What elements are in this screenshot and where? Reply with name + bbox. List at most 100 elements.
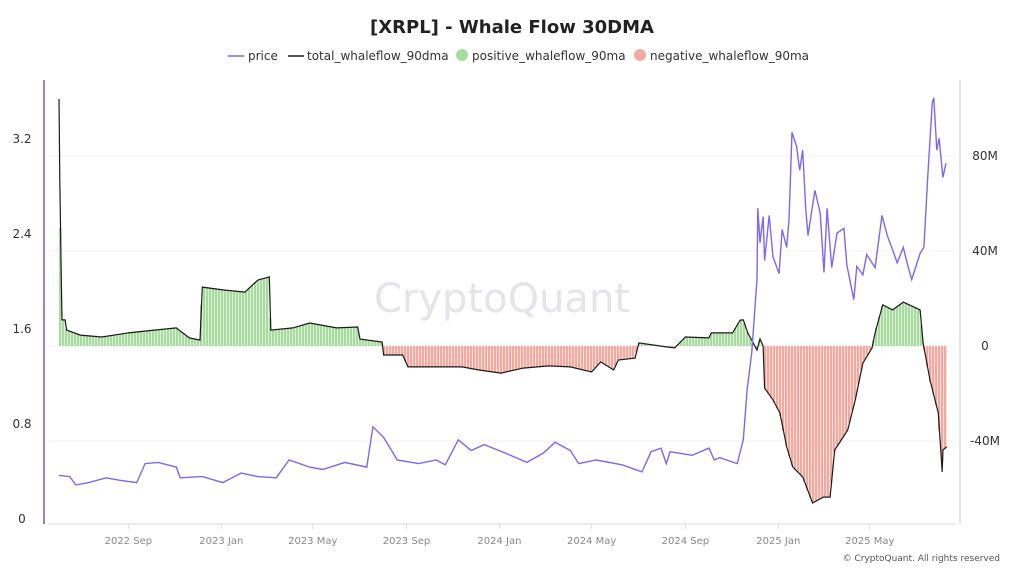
negative-whaleflow-bar: [800, 346, 802, 476]
positive-whaleflow-bar: [917, 309, 919, 346]
positive-whaleflow-bar: [110, 335, 112, 346]
positive-whaleflow-bar: [740, 320, 742, 346]
positive-whaleflow-bar: [344, 328, 346, 346]
legend-item-total[interactable]: total_whaleflow_90dma: [288, 49, 449, 63]
x-tick-label: 2024 Sep: [662, 536, 709, 547]
negative-whaleflow-bar: [488, 346, 490, 371]
negative-whaleflow-bar: [485, 346, 487, 371]
negative-whaleflow-bar: [833, 346, 835, 452]
positive-whaleflow-bar: [284, 329, 286, 346]
legend-label-price: price: [248, 49, 278, 63]
right-tick-label: 0: [981, 339, 989, 353]
positive-whaleflow-bar: [884, 306, 886, 346]
positive-whaleflow-bar: [332, 327, 334, 346]
positive-whaleflow-bar: [170, 328, 172, 346]
negative-whaleflow-bar: [827, 346, 829, 497]
negative-whaleflow-bar: [599, 346, 601, 362]
positive-whaleflow-bar: [122, 334, 124, 346]
negative-whaleflow-bar: [389, 346, 391, 355]
negative-whaleflow-bar: [419, 346, 421, 367]
negative-whaleflow-bar: [815, 346, 817, 501]
legend-item-positive[interactable]: positive_whaleflow_90ma: [456, 49, 626, 63]
legend-label-total: total_whaleflow_90dma: [307, 49, 449, 63]
negative-whaleflow-bar: [581, 346, 583, 370]
negative-whaleflow-bar: [440, 346, 442, 367]
negative-whaleflow-bar: [464, 346, 466, 368]
negative-whaleflow-bar: [509, 346, 511, 371]
right-tick-label: 80M: [972, 149, 998, 163]
negative-whaleflow-bar: [821, 346, 823, 497]
positive-whaleflow-bar: [350, 327, 352, 346]
positive-whaleflow-bar: [128, 333, 130, 346]
legend-item-price[interactable]: price: [228, 49, 278, 63]
negative-whaleflow-bar: [458, 346, 460, 367]
positive-whaleflow-bar: [107, 336, 109, 346]
positive-whaleflow-bar: [254, 282, 256, 346]
negative-whaleflow-bar: [629, 346, 631, 359]
negative-whaleflow-bar: [416, 346, 418, 367]
negative-whaleflow-bar: [476, 346, 478, 370]
positive-whaleflow-bar: [296, 327, 298, 346]
negative-whaleflow-bar: [854, 346, 856, 399]
negative-whaleflow-bar: [545, 346, 547, 366]
positive-whaleflow-bar: [161, 329, 163, 346]
positive-whaleflow-bar: [257, 280, 259, 346]
negative-whaleflow-bar: [434, 346, 436, 367]
positive-whaleflow-bar: [695, 337, 697, 346]
positive-whaleflow-bar: [722, 333, 724, 346]
x-tick-label: 2023 Jan: [199, 536, 243, 547]
negative-whaleflow-bar: [935, 346, 937, 406]
negative-whaleflow-bar: [845, 346, 847, 432]
negative-whaleflow-bar: [779, 346, 781, 416]
positive-whaleflow-bar: [194, 339, 196, 346]
positive-whaleflow-bar: [83, 335, 85, 346]
legend-item-negative[interactable]: negative_whaleflow_90ma: [634, 49, 809, 63]
positive-whaleflow-bar: [251, 285, 253, 346]
negative-whaleflow-bar: [536, 346, 538, 367]
positive-whaleflow-bar: [134, 332, 136, 346]
negative-whaleflow-bar: [500, 346, 502, 373]
positive-whaleflow-bar: [188, 338, 190, 346]
positive-whaleflow-bar: [164, 329, 166, 346]
negative-whaleflow-bar: [620, 346, 622, 360]
negative-whaleflow-bar: [611, 346, 613, 369]
positive-whaleflow-bar: [245, 291, 247, 346]
chart-title: [XRPL] - Whale Flow 30DMA: [370, 17, 654, 38]
negative-whaleflow-bar: [452, 346, 454, 367]
negative-whaleflow-bar: [392, 346, 394, 355]
positive-whaleflow-bar: [62, 320, 64, 346]
positive-whaleflow-bar: [341, 328, 343, 346]
positive-whaleflow-bar: [887, 308, 889, 346]
positive-whaleflow-bar: [713, 333, 715, 346]
positive-whaleflow-bar: [299, 326, 301, 346]
positive-whaleflow-bar: [368, 340, 370, 346]
negative-whaleflow-bar: [584, 346, 586, 370]
positive-whaleflow-bar: [227, 290, 229, 346]
negative-whaleflow-bar: [806, 346, 808, 489]
positive-whaleflow-bar: [155, 330, 157, 346]
negative-whaleflow-bar: [572, 346, 574, 368]
negative-whaleflow-bar: [482, 346, 484, 371]
positive-whaleflow-bar: [113, 335, 115, 346]
left-tick-label: 1.6: [12, 322, 31, 336]
positive-whaleflow-bar: [116, 335, 118, 346]
positive-whaleflow-bar: [374, 341, 376, 346]
positive-whaleflow-bar: [371, 341, 373, 346]
positive-whaleflow-bar: [119, 334, 121, 346]
positive-whaleflow-bar: [131, 332, 133, 346]
positive-whaleflow-bar: [281, 329, 283, 346]
negative-whaleflow-bar: [413, 346, 415, 367]
negative-whaleflow-bar: [794, 346, 796, 470]
legend-dot-negative: [634, 49, 646, 61]
positive-whaleflow-bar: [737, 323, 739, 346]
positive-whaleflow-bar: [230, 291, 232, 346]
positive-whaleflow-bar: [728, 333, 730, 346]
negative-whaleflow-bar: [767, 346, 769, 394]
x-tick-label: 2023 Sep: [383, 536, 430, 547]
positive-whaleflow-bar: [272, 330, 274, 346]
negative-whaleflow-bar: [449, 346, 451, 367]
negative-whaleflow-bar: [560, 346, 562, 367]
negative-whaleflow-bar: [569, 346, 571, 367]
positive-whaleflow-bar: [914, 308, 916, 346]
